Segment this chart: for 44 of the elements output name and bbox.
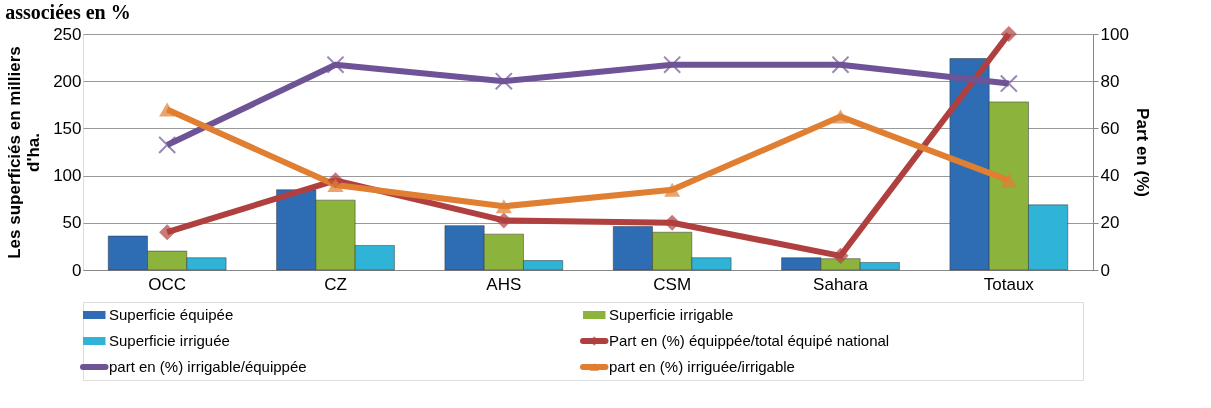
point <box>832 109 849 124</box>
legend-label: part en (%) irrigable/équippée <box>109 358 307 375</box>
point <box>494 72 513 91</box>
y2-tick-label: 80 <box>1100 71 1120 91</box>
point <box>495 212 512 229</box>
legend-label: Superficie irrigable <box>609 306 734 323</box>
point <box>495 199 512 214</box>
x-tick-label: Totaux <box>983 274 1035 294</box>
point <box>664 214 681 231</box>
y2-tick-label: 40 <box>1100 166 1120 186</box>
point <box>159 102 176 117</box>
y-tick-label: 150 <box>53 118 82 138</box>
chart-title: associées en % <box>5 0 131 23</box>
legend-label: Superficie irriguée <box>109 332 230 349</box>
y-tick-label: 50 <box>62 213 82 233</box>
point <box>158 135 177 154</box>
point <box>831 55 850 74</box>
y2-tick-label: 20 <box>1100 213 1120 233</box>
y2-tick-label: 60 <box>1100 118 1120 138</box>
x-tick-label: CZ <box>324 274 347 294</box>
point <box>159 224 176 241</box>
y-tick-label: 100 <box>53 166 82 186</box>
y-axis-title: Les superficiés en milliers d'ha. <box>5 46 44 259</box>
point <box>832 247 849 264</box>
legend-label: Superficie équipée <box>109 306 234 323</box>
point <box>663 55 682 74</box>
y-tick-label: 250 <box>53 24 82 44</box>
y2-tick-label: 0 <box>1100 260 1110 280</box>
x-tick-label: OCC <box>148 274 187 294</box>
legend-label: part en (%) irriguée/irrigable <box>609 358 795 375</box>
point <box>326 55 345 74</box>
point <box>664 182 681 197</box>
y-tick-label: 0 <box>72 260 82 280</box>
y2-tick-label: 100 <box>1100 24 1129 44</box>
point <box>1000 173 1017 188</box>
point <box>1000 25 1017 43</box>
point <box>327 178 344 193</box>
y-tick-label: 200 <box>53 71 82 91</box>
x-tick-label: AHS <box>486 274 522 294</box>
legend-label: Part en (%) équippée/total équipé national <box>609 332 890 349</box>
y2-axis-title: Part en (%) <box>1132 108 1152 197</box>
x-tick-label: Sahara <box>813 274 869 294</box>
point <box>999 74 1018 93</box>
x-tick-label: CSM <box>653 274 692 294</box>
